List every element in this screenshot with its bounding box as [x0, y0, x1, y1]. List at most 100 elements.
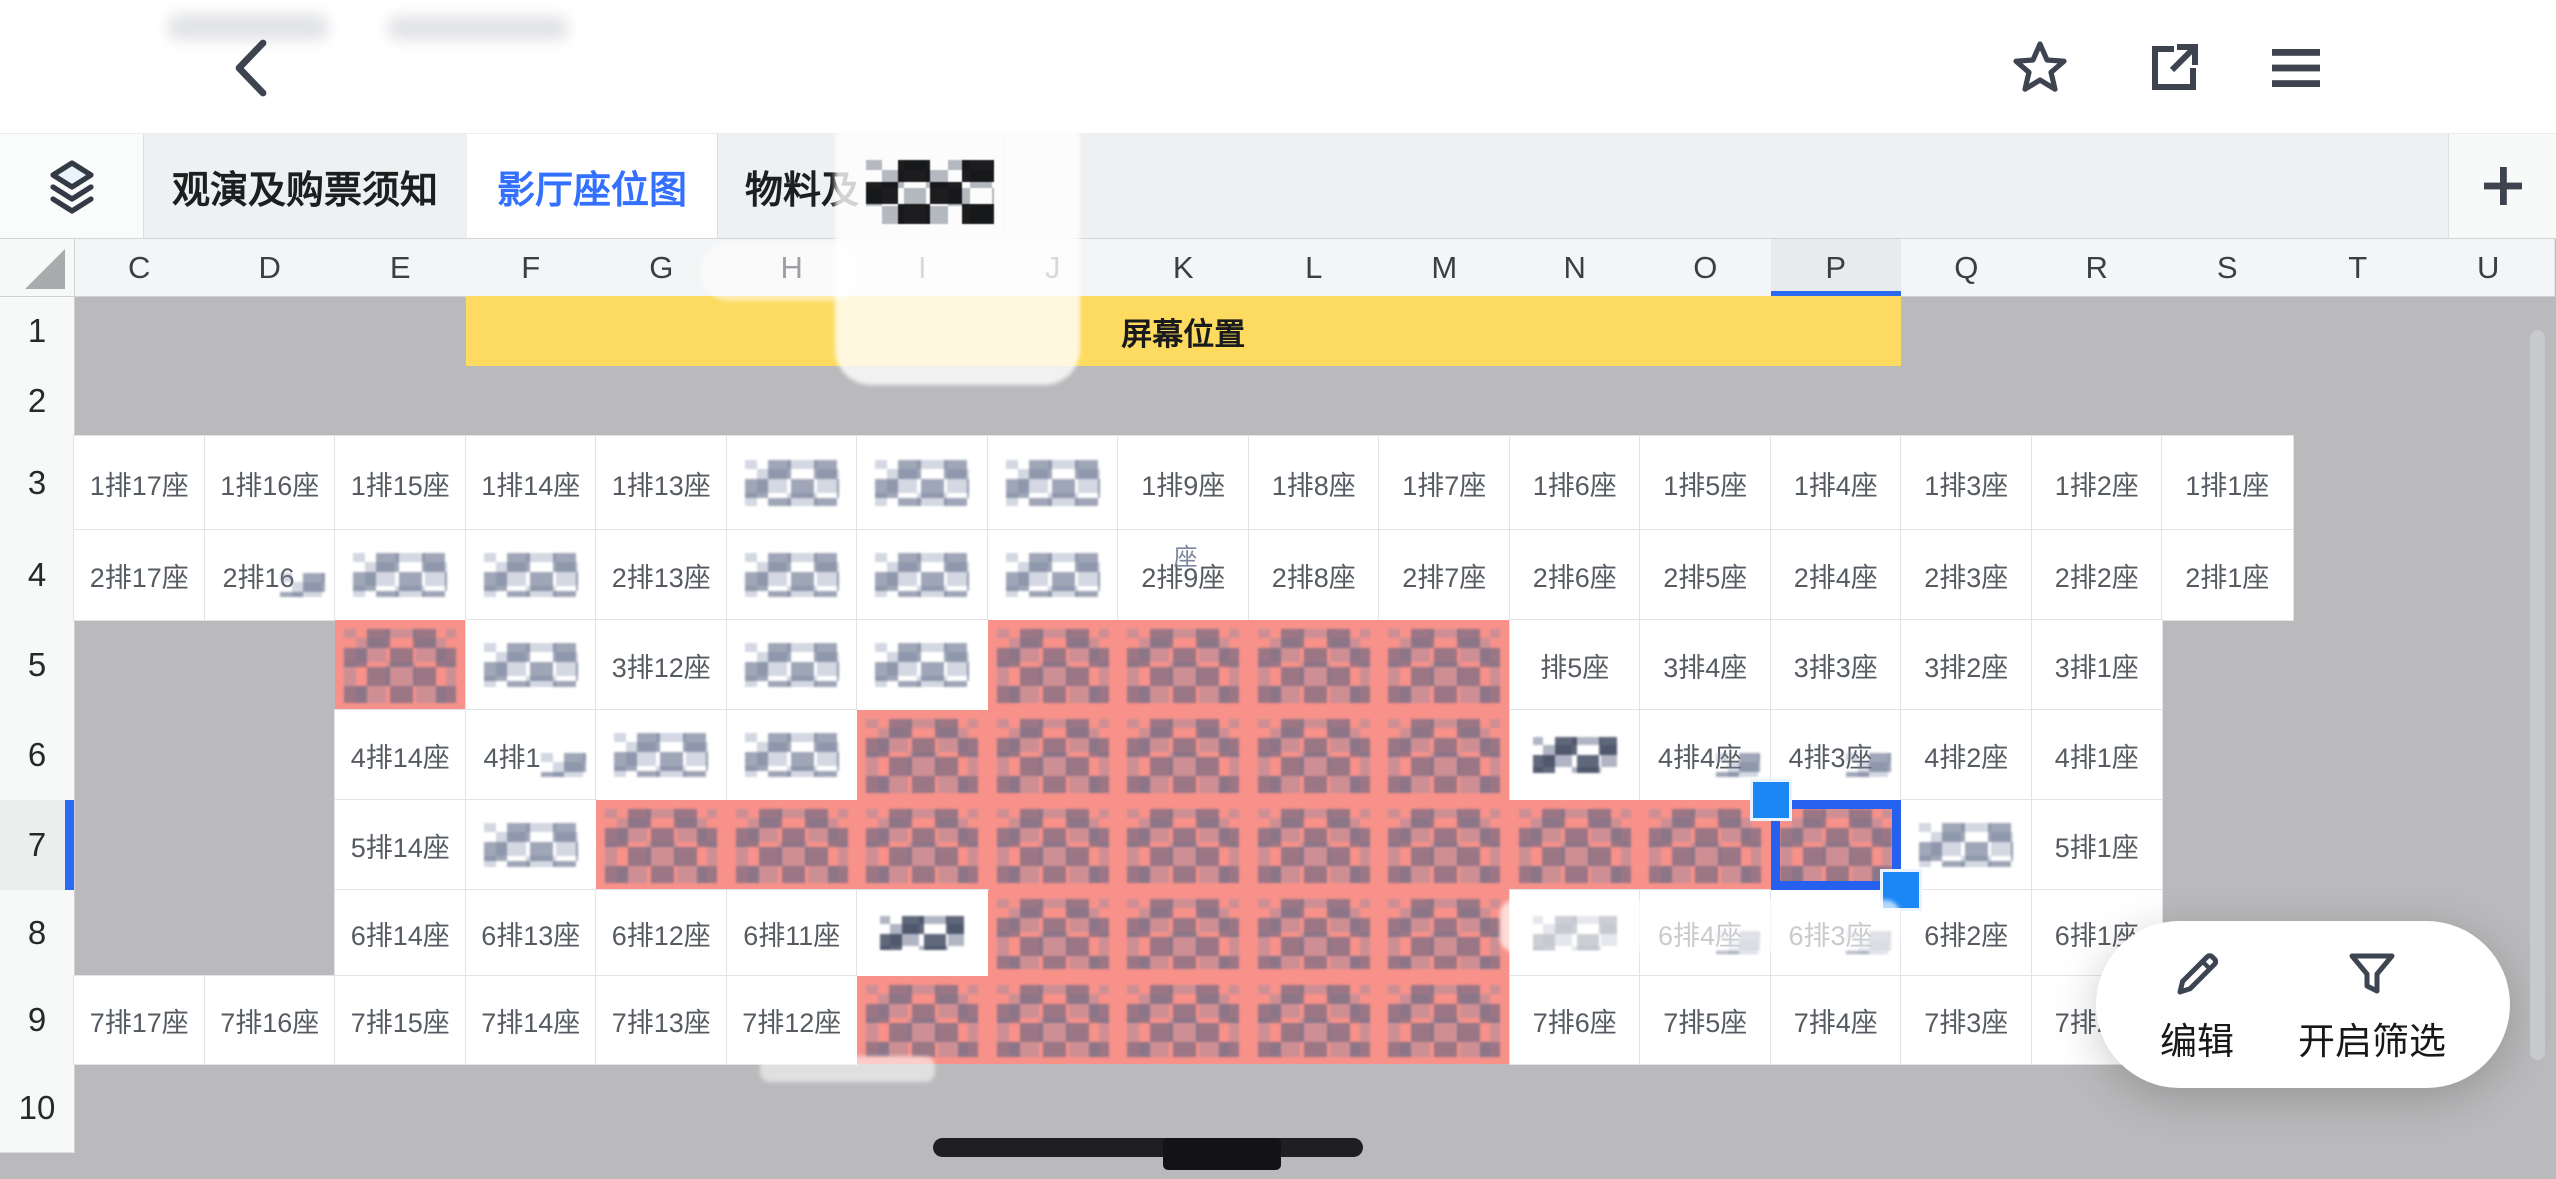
seat-cell-Q8[interactable]: 6排2座	[1900, 889, 2033, 977]
back-button[interactable]	[212, 28, 292, 108]
row-header-5[interactable]: 5	[0, 620, 75, 711]
seat-cell-E6[interactable]: 4排14座	[334, 709, 467, 801]
edit-button[interactable]: 编辑	[2160, 945, 2234, 1065]
seat-cell-N6[interactable]	[1508, 709, 1641, 801]
seat-cell-E3[interactable]: 1排15座	[334, 435, 467, 531]
share-button[interactable]	[2134, 28, 2214, 108]
seat-cell-F6[interactable]: 4排1	[464, 709, 597, 801]
seat-cell-N5[interactable]: 排5座	[1508, 619, 1641, 711]
seat-cell-H8[interactable]: 6排11座	[725, 889, 858, 977]
sold-seat-cell-E5[interactable]	[335, 620, 466, 710]
sold-seat-cell-J5[interactable]	[987, 620, 1118, 710]
seat-cell-R6[interactable]: 4排1座	[2030, 709, 2163, 801]
seat-cell-R7[interactable]: 5排1座	[2030, 799, 2163, 891]
column-header-R[interactable]: R	[2031, 239, 2163, 297]
screen-position-banner[interactable]: 屏幕位置	[465, 296, 1901, 366]
sold-seat-cell-P7[interactable]	[1770, 800, 1901, 890]
tab-seat-map[interactable]: 影厅座位图	[467, 134, 718, 238]
sold-seat-cell-J6[interactable]	[987, 710, 1118, 800]
sold-seat-cell-K5[interactable]	[1118, 620, 1249, 710]
seat-cell-R4[interactable]: 2排2座	[2030, 529, 2163, 621]
seat-cell-H3[interactable]	[725, 435, 858, 531]
seat-cell-O9[interactable]: 7排5座	[1639, 975, 1772, 1065]
sold-seat-cell-K6[interactable]	[1118, 710, 1249, 800]
seat-cell-I5[interactable]	[856, 619, 989, 711]
seat-cell-H5[interactable]	[725, 619, 858, 711]
column-header-K[interactable]: K	[1118, 239, 1250, 297]
cell-selection-outline[interactable]	[1770, 800, 1901, 890]
row-header-1[interactable]: 1	[0, 296, 75, 367]
row-header-4[interactable]: 4	[0, 530, 75, 621]
sold-seat-cell-K7[interactable]	[1118, 800, 1249, 890]
seat-cell-F3[interactable]: 1排14座	[464, 435, 597, 531]
sold-seat-cell-M8[interactable]	[1379, 890, 1510, 976]
row-header-7[interactable]: 7	[0, 800, 75, 891]
sold-seat-cell-H7[interactable]	[726, 800, 857, 890]
seat-cell-G8[interactable]: 6排12座	[595, 889, 728, 977]
seat-cell-O5[interactable]: 3排4座	[1639, 619, 1772, 711]
menu-button[interactable]	[2256, 28, 2336, 108]
seat-cell-G3[interactable]: 1排13座	[595, 435, 728, 531]
column-header-U[interactable]: U	[2423, 239, 2555, 297]
row-header-10[interactable]: 10	[0, 1064, 75, 1153]
seat-cell-C3[interactable]: 1排17座	[73, 435, 206, 531]
seat-cell-F5[interactable]	[464, 619, 597, 711]
seat-cell-Q5[interactable]: 3排2座	[1900, 619, 2033, 711]
sold-seat-cell-I9[interactable]	[857, 976, 988, 1064]
sold-seat-cell-L8[interactable]	[1248, 890, 1379, 976]
selection-handle-top-left[interactable]	[1749, 779, 1792, 821]
seat-cell-J4[interactable]	[986, 529, 1119, 621]
seat-cell-J3[interactable]	[986, 435, 1119, 531]
seat-cell-D3[interactable]: 1排16座	[203, 435, 336, 531]
seat-cell-I3[interactable]	[856, 435, 989, 531]
sold-seat-cell-O7[interactable]	[1640, 800, 1771, 890]
seat-cell-L4[interactable]: 2排8座	[1247, 529, 1380, 621]
column-header-F[interactable]: F	[465, 239, 597, 297]
seat-cell-S4[interactable]: 2排1座	[2161, 529, 2294, 621]
seat-cell-O6[interactable]: 4排4座	[1639, 709, 1772, 801]
seat-cell-Q7[interactable]	[1900, 799, 2033, 891]
seat-cell-P6[interactable]: 4排3座	[1769, 709, 1902, 801]
seat-cell-E7[interactable]: 5排14座	[334, 799, 467, 891]
sold-seat-cell-G7[interactable]	[596, 800, 727, 890]
seat-cell-H6[interactable]	[725, 709, 858, 801]
column-header-P[interactable]: P	[1770, 239, 1902, 297]
seat-cell-I8[interactable]	[856, 889, 989, 977]
seat-cell-P4[interactable]: 2排4座	[1769, 529, 1902, 621]
tab-notice[interactable]: 观演及购票须知	[143, 134, 468, 238]
seat-cell-E4[interactable]	[334, 529, 467, 621]
column-header-O[interactable]: O	[1640, 239, 1772, 297]
seat-cell-D4[interactable]: 2排16	[203, 529, 336, 621]
seat-cell-P3[interactable]: 1排4座	[1769, 435, 1902, 531]
row-header-8[interactable]: 8	[0, 890, 75, 977]
sold-seat-cell-J7[interactable]	[987, 800, 1118, 890]
seat-cell-L3[interactable]: 1排8座	[1247, 435, 1380, 531]
seat-cell-F9[interactable]: 7排14座	[464, 975, 597, 1065]
seat-cell-E9[interactable]: 7排15座	[334, 975, 467, 1065]
seat-cell-O3[interactable]: 1排5座	[1639, 435, 1772, 531]
add-sheet-button[interactable]	[2448, 134, 2556, 238]
sold-seat-cell-J8[interactable]	[987, 890, 1118, 976]
sold-seat-cell-K8[interactable]	[1118, 890, 1249, 976]
column-header-L[interactable]: L	[1248, 239, 1380, 297]
seat-cell-G4[interactable]: 2排13座	[595, 529, 728, 621]
sold-seat-cell-N7[interactable]	[1509, 800, 1640, 890]
seat-cell-G5[interactable]: 3排12座	[595, 619, 728, 711]
sold-seat-cell-I6[interactable]	[857, 710, 988, 800]
seat-cell-P5[interactable]: 3排3座	[1769, 619, 1902, 711]
enable-filter-button[interactable]: 开启筛选	[2298, 945, 2446, 1065]
sold-seat-cell-M5[interactable]	[1379, 620, 1510, 710]
seat-cell-D9[interactable]: 7排16座	[203, 975, 336, 1065]
seat-cell-P9[interactable]: 7排4座	[1769, 975, 1902, 1065]
column-header-S[interactable]: S	[2162, 239, 2294, 297]
seat-cell-N4[interactable]: 2排6座	[1508, 529, 1641, 621]
sheet-switcher-button[interactable]	[0, 134, 144, 238]
sold-seat-cell-M7[interactable]	[1379, 800, 1510, 890]
seat-cell-K3[interactable]: 1排9座	[1117, 435, 1250, 531]
seat-cell-F8[interactable]: 6排13座	[464, 889, 597, 977]
seat-cell-C4[interactable]: 2排17座	[73, 529, 206, 621]
sold-seat-cell-K9[interactable]	[1118, 976, 1249, 1064]
seat-cell-M4[interactable]: 2排7座	[1378, 529, 1511, 621]
sold-seat-cell-L5[interactable]	[1248, 620, 1379, 710]
column-header-T[interactable]: T	[2292, 239, 2424, 297]
